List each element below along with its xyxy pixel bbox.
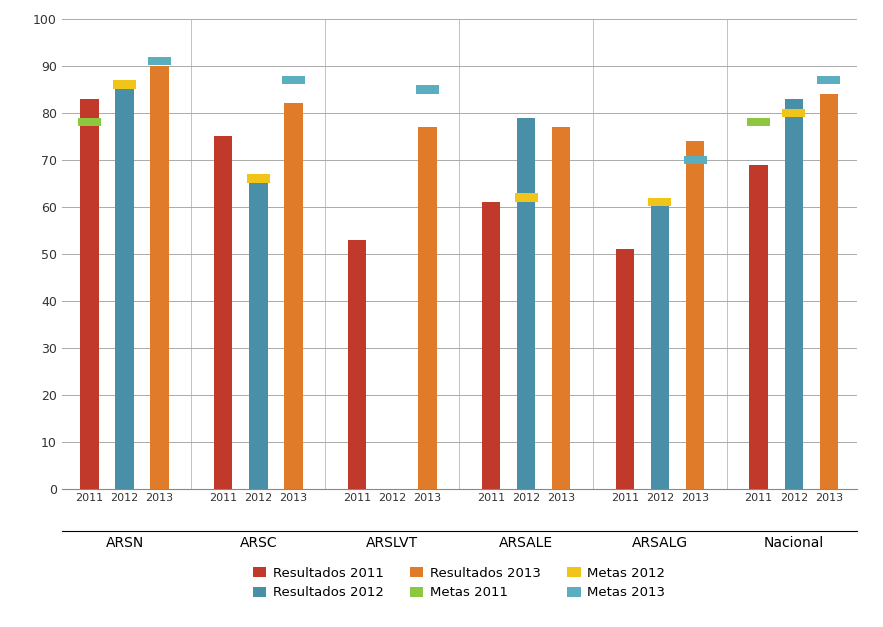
- Bar: [482, 203, 500, 489]
- Bar: [249, 174, 268, 489]
- Bar: [686, 141, 705, 489]
- Bar: [247, 174, 270, 183]
- Legend: Resultados 2011, Resultados 2012, Resultados 2013, Metas 2011, Metas 2012, Metas: Resultados 2011, Resultados 2012, Result…: [248, 562, 670, 604]
- Bar: [683, 155, 706, 164]
- Bar: [651, 203, 669, 489]
- Bar: [282, 76, 305, 84]
- Bar: [348, 240, 366, 489]
- Bar: [750, 165, 768, 489]
- Bar: [150, 66, 169, 489]
- Bar: [515, 193, 538, 202]
- Bar: [782, 108, 805, 117]
- Bar: [615, 250, 634, 489]
- Bar: [747, 118, 770, 127]
- Bar: [552, 127, 570, 489]
- Bar: [116, 80, 133, 489]
- Bar: [648, 198, 671, 206]
- Bar: [113, 80, 136, 89]
- Bar: [214, 137, 232, 489]
- Bar: [284, 103, 303, 489]
- Bar: [419, 127, 436, 489]
- Bar: [818, 76, 841, 84]
- Bar: [80, 99, 99, 489]
- Bar: [517, 118, 535, 489]
- Bar: [785, 99, 803, 489]
- Bar: [416, 85, 439, 93]
- Bar: [819, 94, 838, 489]
- Bar: [148, 57, 171, 65]
- Bar: [78, 118, 101, 127]
